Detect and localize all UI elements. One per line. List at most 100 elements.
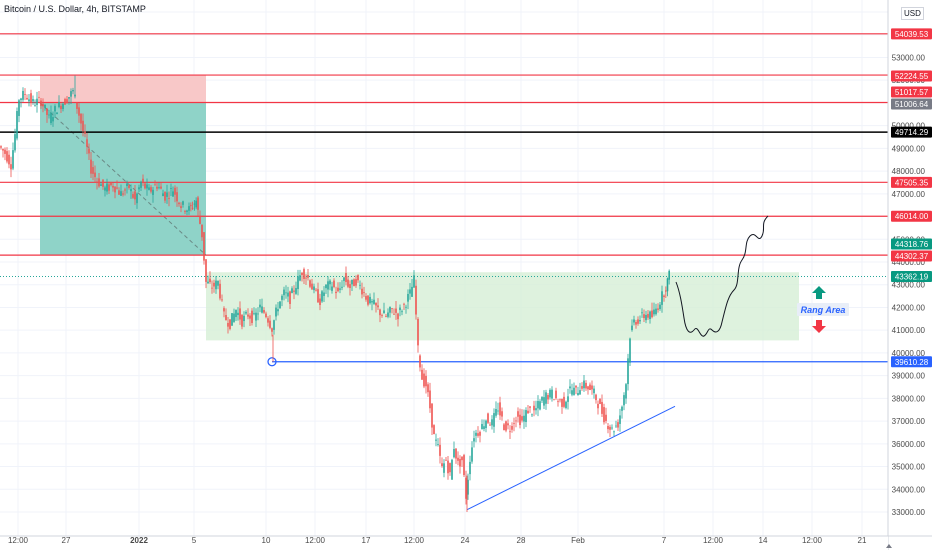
candle-body <box>90 159 92 174</box>
candle-body <box>98 178 100 187</box>
candle-body <box>299 275 301 281</box>
candle-body <box>188 206 190 211</box>
candle-body <box>309 280 311 287</box>
candle-body <box>469 461 471 475</box>
candle-body <box>379 309 381 316</box>
time-tick-label: 10 <box>262 536 271 545</box>
candle-body <box>541 397 543 401</box>
time-axis[interactable]: 12:00 27 2022 5 10 12:00 17 12:00 24 28 Feb 7 12:00 1… <box>0 535 932 550</box>
candle-body <box>447 460 449 474</box>
candle-body <box>193 203 196 205</box>
price-tick-label: 43000.00 <box>892 281 926 290</box>
time-tick-label: 12:00 <box>404 536 425 545</box>
candle-body <box>591 385 593 390</box>
candle-body <box>353 279 355 287</box>
currency-label[interactable]: USD <box>901 7 924 20</box>
candle-body <box>12 150 14 169</box>
candle-body <box>611 427 613 429</box>
candlesticks <box>0 75 670 512</box>
candle-body <box>58 101 60 108</box>
candle-body <box>668 270 670 280</box>
candle-body <box>184 211 186 212</box>
candle-body <box>585 382 587 389</box>
candle-body <box>651 310 653 318</box>
candle-body <box>281 295 283 300</box>
candle-body <box>84 131 86 134</box>
candle-body <box>176 192 178 202</box>
price-badge-label: 44302.37 <box>895 252 929 261</box>
candle-body <box>565 401 567 408</box>
price-tick-label: 53000.00 <box>892 53 926 62</box>
candle-body <box>40 100 42 107</box>
candle-body <box>126 183 128 187</box>
candle-body <box>355 279 357 286</box>
candle-body <box>8 154 10 165</box>
candle-body <box>391 308 393 310</box>
candle-body <box>94 172 96 178</box>
candle-body <box>197 197 199 210</box>
candle-body <box>164 191 166 201</box>
candle-body <box>477 433 479 436</box>
range-area-box <box>206 272 799 341</box>
candle-body <box>86 139 88 147</box>
candle-body <box>168 198 170 199</box>
price-tick-label: 37000.00 <box>892 417 926 426</box>
candle-body <box>106 183 108 192</box>
candle-body <box>429 390 431 409</box>
time-tick-label: Feb <box>571 536 585 545</box>
candle-body <box>114 186 116 193</box>
candle-body <box>150 187 152 192</box>
time-tick-label: 14 <box>759 536 768 545</box>
candle-body <box>14 134 16 151</box>
price-axis[interactable]: 33000.00 34000.00 35000.00 36000.00 37000.00… <box>887 0 932 550</box>
candle-body <box>16 111 18 139</box>
candle-body <box>357 275 359 281</box>
candle-body <box>561 398 563 407</box>
price-tick-label: 44000.00 <box>892 258 926 267</box>
candle-body <box>241 314 243 327</box>
candle-body <box>213 282 215 287</box>
candle-body <box>219 283 221 299</box>
candle-body <box>465 477 467 499</box>
candle-body <box>347 279 349 287</box>
candle-body <box>323 292 325 296</box>
candle-body <box>487 413 489 423</box>
candle-body <box>144 183 146 189</box>
candle-body <box>577 393 579 396</box>
candle-body <box>215 280 217 290</box>
candle-body <box>112 186 114 188</box>
candle-body <box>110 182 112 186</box>
candle-body <box>613 431 615 433</box>
candle-body <box>180 206 182 208</box>
candle-body <box>60 105 62 110</box>
candle-body <box>102 179 104 187</box>
candle-body <box>657 308 659 310</box>
candle-body <box>471 447 473 462</box>
price-badge <box>891 356 932 368</box>
candle-body <box>36 98 38 105</box>
candle-body <box>411 286 413 297</box>
candle-body <box>201 224 203 238</box>
candle-body <box>661 291 663 305</box>
candle-body <box>529 406 531 408</box>
candle-body <box>34 105 36 107</box>
candle-body <box>20 98 22 101</box>
time-tick-label: 12:00 <box>8 536 29 545</box>
candle-body <box>82 120 84 131</box>
price-badge <box>891 176 932 188</box>
candle-body <box>225 315 227 320</box>
candle-body <box>277 309 279 312</box>
candle-body <box>495 409 497 416</box>
candle-body <box>457 457 459 461</box>
candle-body <box>665 290 667 292</box>
candle-body <box>625 384 627 399</box>
candle-body <box>499 402 501 416</box>
candle-body <box>361 288 363 295</box>
candle-body <box>587 386 589 390</box>
candle-body <box>289 291 291 304</box>
candle-body <box>0 146 2 148</box>
candle-body <box>307 275 309 278</box>
candle-body <box>545 392 547 404</box>
candle-body <box>217 280 219 286</box>
